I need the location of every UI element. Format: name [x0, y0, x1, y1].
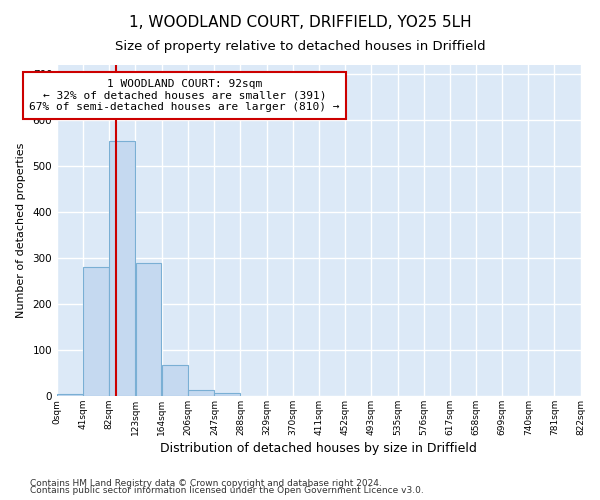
Text: Contains public sector information licensed under the Open Government Licence v3: Contains public sector information licen…	[30, 486, 424, 495]
Text: 1, WOODLAND COURT, DRIFFIELD, YO25 5LH: 1, WOODLAND COURT, DRIFFIELD, YO25 5LH	[128, 15, 472, 30]
Text: 1 WOODLAND COURT: 92sqm
← 32% of detached houses are smaller (391)
67% of semi-d: 1 WOODLAND COURT: 92sqm ← 32% of detache…	[29, 79, 340, 112]
Bar	[83, 267, 109, 396]
Bar	[57, 394, 83, 396]
X-axis label: Distribution of detached houses by size in Driffield: Distribution of detached houses by size …	[160, 442, 477, 455]
Bar	[214, 393, 241, 396]
Bar	[188, 390, 214, 396]
Bar	[109, 141, 136, 396]
Text: Contains HM Land Registry data © Crown copyright and database right 2024.: Contains HM Land Registry data © Crown c…	[30, 478, 382, 488]
Bar	[136, 262, 161, 396]
Bar	[161, 364, 188, 396]
Text: Size of property relative to detached houses in Driffield: Size of property relative to detached ho…	[115, 40, 485, 53]
Y-axis label: Number of detached properties: Number of detached properties	[16, 143, 26, 318]
